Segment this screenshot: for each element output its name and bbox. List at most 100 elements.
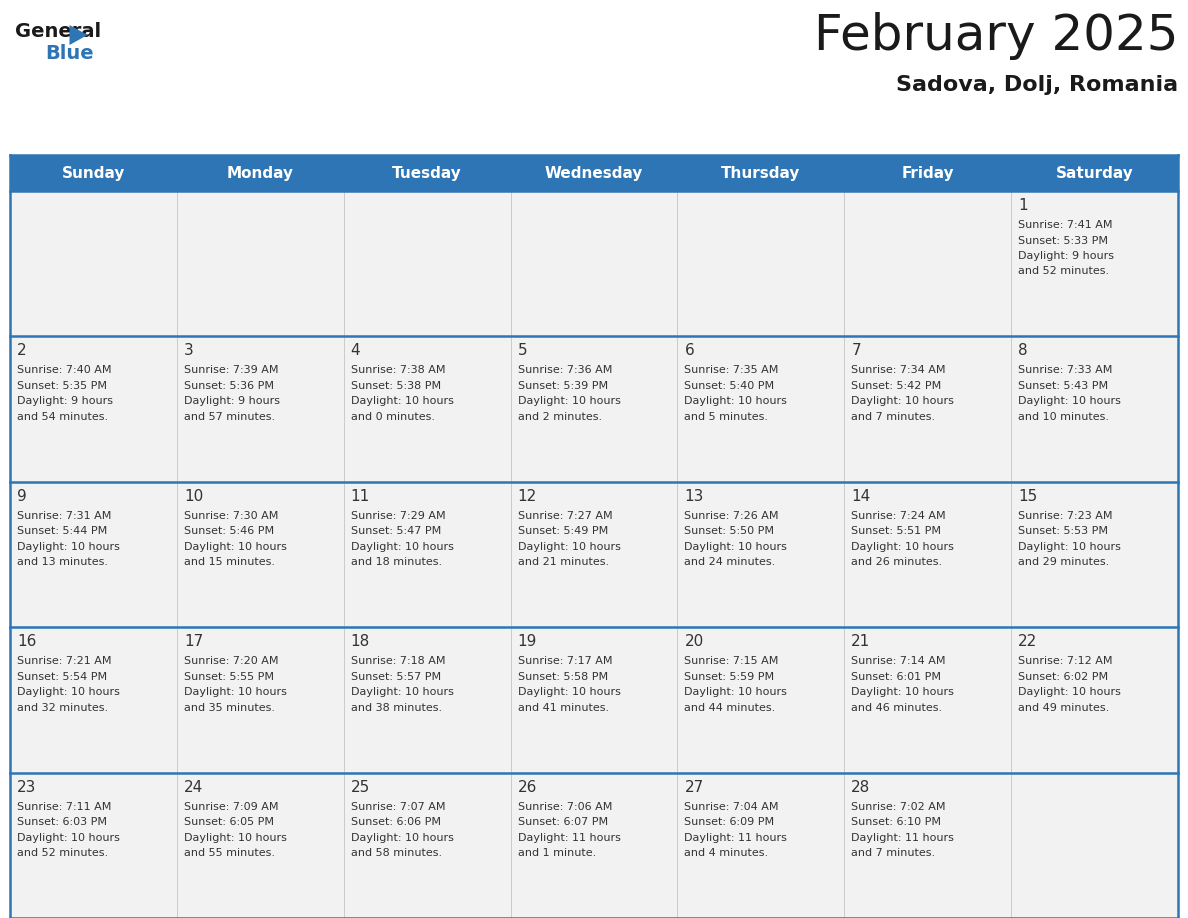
FancyBboxPatch shape [1011,627,1178,773]
Text: Sunset: 6:09 PM: Sunset: 6:09 PM [684,817,775,827]
Text: Daylight: 9 hours: Daylight: 9 hours [1018,251,1114,261]
Text: Sunset: 5:47 PM: Sunset: 5:47 PM [350,526,441,536]
FancyBboxPatch shape [511,482,677,627]
Text: Daylight: 10 hours: Daylight: 10 hours [684,542,788,552]
Text: Sunset: 5:59 PM: Sunset: 5:59 PM [684,672,775,682]
Text: Daylight: 10 hours: Daylight: 10 hours [350,542,454,552]
FancyBboxPatch shape [1011,336,1178,482]
Text: Tuesday: Tuesday [392,165,462,181]
Text: Sunrise: 7:41 AM: Sunrise: 7:41 AM [1018,220,1113,230]
Text: and 35 minutes.: and 35 minutes. [184,702,274,712]
Text: Sunset: 5:58 PM: Sunset: 5:58 PM [518,672,608,682]
Text: Monday: Monday [227,165,293,181]
Text: 24: 24 [184,779,203,795]
Text: and 52 minutes.: and 52 minutes. [17,848,108,858]
Text: Sunrise: 7:11 AM: Sunrise: 7:11 AM [17,801,112,812]
Text: and 32 minutes.: and 32 minutes. [17,702,108,712]
Text: Sunset: 5:55 PM: Sunset: 5:55 PM [184,672,274,682]
Text: Sunrise: 7:07 AM: Sunrise: 7:07 AM [350,801,446,812]
FancyBboxPatch shape [177,336,343,482]
Text: and 46 minutes.: and 46 minutes. [852,702,942,712]
Text: 16: 16 [17,634,37,649]
Text: Daylight: 10 hours: Daylight: 10 hours [852,397,954,407]
Text: Sunset: 5:44 PM: Sunset: 5:44 PM [17,526,107,536]
Text: Sunset: 5:49 PM: Sunset: 5:49 PM [518,526,608,536]
Text: Daylight: 10 hours: Daylight: 10 hours [684,688,788,697]
FancyBboxPatch shape [343,191,511,336]
FancyBboxPatch shape [343,627,511,773]
Text: Blue: Blue [45,44,94,63]
Text: and 18 minutes.: and 18 minutes. [350,557,442,567]
Text: Daylight: 10 hours: Daylight: 10 hours [1018,397,1121,407]
FancyBboxPatch shape [845,773,1011,918]
Text: and 0 minutes.: and 0 minutes. [350,412,435,422]
Polygon shape [70,25,88,45]
Text: and 7 minutes.: and 7 minutes. [852,848,935,858]
Text: Sunrise: 7:17 AM: Sunrise: 7:17 AM [518,656,612,666]
Text: Sunset: 6:03 PM: Sunset: 6:03 PM [17,817,107,827]
Text: Daylight: 10 hours: Daylight: 10 hours [350,833,454,843]
Text: Daylight: 11 hours: Daylight: 11 hours [684,833,788,843]
Text: and 2 minutes.: and 2 minutes. [518,412,601,422]
Text: Sunrise: 7:04 AM: Sunrise: 7:04 AM [684,801,779,812]
Text: Sunrise: 7:20 AM: Sunrise: 7:20 AM [184,656,278,666]
Text: Saturday: Saturday [1056,165,1133,181]
Text: Sunrise: 7:06 AM: Sunrise: 7:06 AM [518,801,612,812]
Text: and 38 minutes.: and 38 minutes. [350,702,442,712]
Text: and 10 minutes.: and 10 minutes. [1018,412,1110,422]
FancyBboxPatch shape [511,627,677,773]
Text: Sunrise: 7:40 AM: Sunrise: 7:40 AM [17,365,112,375]
Text: 3: 3 [184,343,194,358]
Text: Daylight: 10 hours: Daylight: 10 hours [518,542,620,552]
Text: Sunset: 6:01 PM: Sunset: 6:01 PM [852,672,941,682]
Text: and 29 minutes.: and 29 minutes. [1018,557,1110,567]
FancyBboxPatch shape [511,336,677,482]
Text: 9: 9 [17,488,27,504]
Text: Sunrise: 7:21 AM: Sunrise: 7:21 AM [17,656,112,666]
Text: Sunrise: 7:02 AM: Sunrise: 7:02 AM [852,801,946,812]
Text: 23: 23 [17,779,37,795]
Text: and 21 minutes.: and 21 minutes. [518,557,608,567]
FancyBboxPatch shape [10,482,177,627]
Text: General: General [15,22,101,41]
Text: Sunrise: 7:26 AM: Sunrise: 7:26 AM [684,510,779,521]
Text: Sunrise: 7:14 AM: Sunrise: 7:14 AM [852,656,946,666]
Text: Sunset: 5:57 PM: Sunset: 5:57 PM [350,672,441,682]
Text: Sunrise: 7:09 AM: Sunrise: 7:09 AM [184,801,278,812]
Text: 5: 5 [518,343,527,358]
FancyBboxPatch shape [677,627,845,773]
Text: 10: 10 [184,488,203,504]
FancyBboxPatch shape [177,773,343,918]
FancyBboxPatch shape [1011,482,1178,627]
Text: Sunrise: 7:34 AM: Sunrise: 7:34 AM [852,365,946,375]
Text: Sunrise: 7:15 AM: Sunrise: 7:15 AM [684,656,779,666]
Text: Daylight: 11 hours: Daylight: 11 hours [518,833,620,843]
FancyBboxPatch shape [1011,191,1178,336]
Text: Daylight: 10 hours: Daylight: 10 hours [184,688,286,697]
Text: and 15 minutes.: and 15 minutes. [184,557,274,567]
FancyBboxPatch shape [177,627,343,773]
Text: Sunset: 5:54 PM: Sunset: 5:54 PM [17,672,107,682]
Text: and 7 minutes.: and 7 minutes. [852,412,935,422]
Text: 1: 1 [1018,198,1028,213]
Text: Daylight: 10 hours: Daylight: 10 hours [852,542,954,552]
Text: and 5 minutes.: and 5 minutes. [684,412,769,422]
Text: 27: 27 [684,779,703,795]
Text: Daylight: 10 hours: Daylight: 10 hours [1018,688,1121,697]
Text: February 2025: February 2025 [814,12,1178,60]
Text: Friday: Friday [902,165,954,181]
Text: and 24 minutes.: and 24 minutes. [684,557,776,567]
FancyBboxPatch shape [845,336,1011,482]
Text: Sunday: Sunday [62,165,125,181]
Text: and 57 minutes.: and 57 minutes. [184,412,274,422]
Text: Sunrise: 7:23 AM: Sunrise: 7:23 AM [1018,510,1113,521]
Text: 25: 25 [350,779,369,795]
FancyBboxPatch shape [10,773,177,918]
FancyBboxPatch shape [677,191,845,336]
FancyBboxPatch shape [677,482,845,627]
Text: Daylight: 10 hours: Daylight: 10 hours [518,688,620,697]
Text: 11: 11 [350,488,369,504]
Text: 7: 7 [852,343,861,358]
Text: Sadova, Dolj, Romania: Sadova, Dolj, Romania [896,75,1178,95]
Text: Daylight: 10 hours: Daylight: 10 hours [350,397,454,407]
